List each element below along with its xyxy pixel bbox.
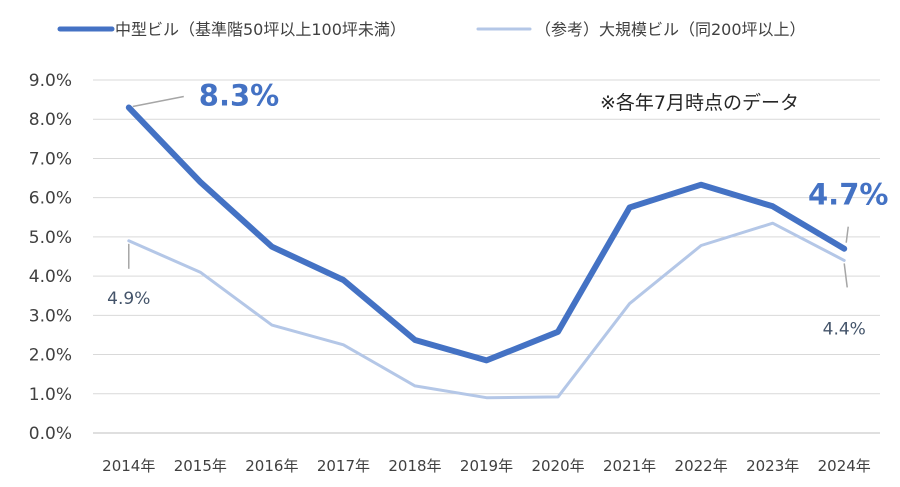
data-annotations: 8.3% 4.7% 4.9% 4.4% <box>107 78 888 339</box>
x-tick-label: 2022年 <box>675 457 728 475</box>
series-line-1 <box>125 104 848 364</box>
y-tick-label: 7.0% <box>29 149 72 169</box>
y-tick-label: 0.0% <box>29 424 72 444</box>
y-tick-label: 1.0% <box>29 385 72 405</box>
series-lines <box>125 104 848 400</box>
legend-label-series-2: （参考）大規模ビル（同200坪以上） <box>535 20 806 39</box>
x-tick-label: 2019年 <box>460 457 513 475</box>
y-tick-label: 3.0% <box>29 306 72 326</box>
annotation-leader-line <box>845 226 849 243</box>
x-tick-label: 2023年 <box>746 457 799 475</box>
gridlines <box>93 79 880 434</box>
x-tick-label: 2016年 <box>245 457 298 475</box>
data-label: 4.9% <box>107 289 150 309</box>
annotation-leader-line <box>132 95 184 108</box>
x-tick-label: 2024年 <box>818 457 871 475</box>
x-tick-label: 2018年 <box>388 457 441 475</box>
data-label: 4.4% <box>823 319 866 339</box>
legend: 中型ビル（基準階50坪以上100坪未満） （参考）大規模ビル（同200坪以上） <box>57 20 806 39</box>
y-tick-label: 6.0% <box>29 189 72 209</box>
x-tick-label: 2014年 <box>102 457 155 475</box>
y-tick-label: 5.0% <box>29 228 72 248</box>
annotation-leader-line <box>843 263 848 288</box>
x-tick-label: 2020年 <box>531 457 584 475</box>
x-tick-label: 2017年 <box>317 457 370 475</box>
chart-note: ※各年7月時点のデータ <box>600 92 799 114</box>
x-tick-label: 2021年 <box>603 457 656 475</box>
y-tick-label: 4.0% <box>29 267 72 287</box>
data-label: 4.7% <box>808 178 888 212</box>
x-tick-label: 2015年 <box>174 457 227 475</box>
legend-label-series-1: 中型ビル（基準階50坪以上100坪未満） <box>115 20 406 39</box>
data-label: 8.3% <box>199 78 279 112</box>
series-line-2 <box>127 221 846 400</box>
y-tick-label: 2.0% <box>29 346 72 366</box>
x-axis-tick-labels: 2014年 2015年 2016年 2017年 2018年 2019年 2020年 2021年… <box>102 457 871 475</box>
y-axis-tick-labels: 0.0% 1.0% 2.0% 3.0% 4.0% 5.0% 6.0% 7.0% 8.0% 9.0% <box>29 71 72 444</box>
y-tick-label: 9.0% <box>29 71 72 91</box>
y-tick-label: 8.0% <box>29 110 72 130</box>
